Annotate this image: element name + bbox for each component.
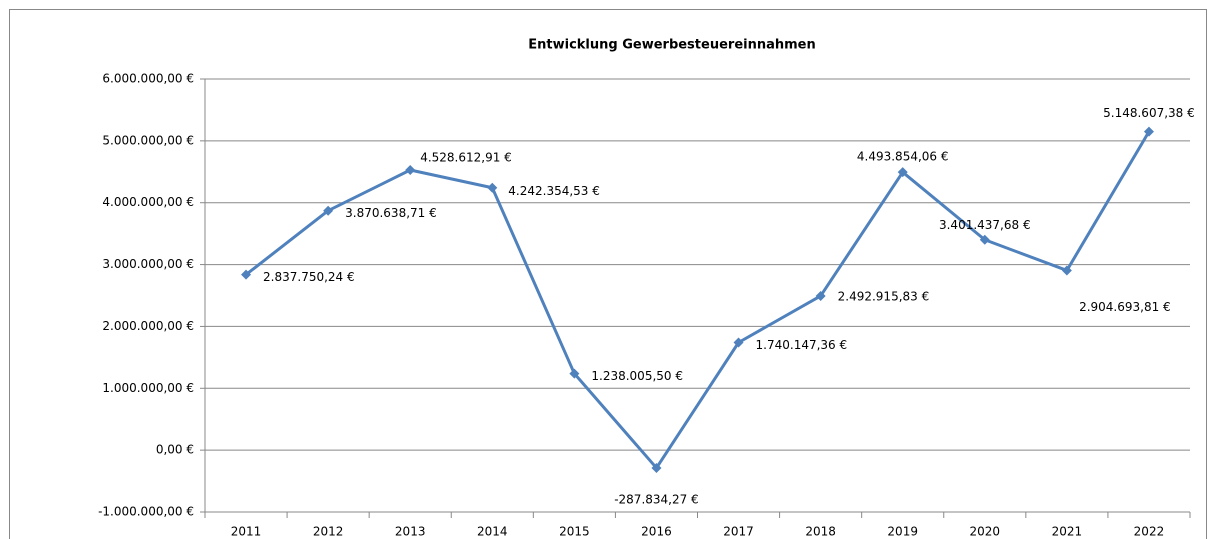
x-tick-label: 2016 — [641, 525, 672, 539]
data-label: 3.870.638,71 € — [345, 206, 437, 220]
marker — [1143, 126, 1154, 137]
marker — [487, 182, 498, 193]
marker — [1061, 265, 1072, 276]
marker — [979, 234, 990, 245]
y-tick-label: 2.000.000,00 € — [102, 319, 194, 333]
x-tick-label: 2020 — [970, 525, 1001, 539]
data-label: -287.834,27 € — [614, 492, 699, 506]
data-label: 2.904.693,81 € — [1079, 300, 1171, 314]
x-tick-label: 2018 — [805, 525, 836, 539]
data-label: 4.493.854,06 € — [857, 150, 949, 164]
x-tick-label: 2014 — [477, 525, 508, 539]
data-label: 2.837.750,24 € — [263, 270, 355, 284]
data-label: 2.492.915,83 € — [838, 289, 930, 303]
data-label: 5.148.607,38 € — [1103, 106, 1195, 120]
chart-title: Entwicklung Gewerbesteuereinnahmen — [528, 38, 816, 53]
marker — [651, 462, 662, 473]
marker — [733, 337, 744, 348]
y-tick-label: 4.000.000,00 € — [102, 195, 194, 209]
data-label: 1.740.147,36 € — [756, 338, 848, 352]
x-tick-label: 2012 — [313, 525, 344, 539]
data-label: 4.242.354,53 € — [508, 184, 600, 198]
marker — [569, 368, 580, 379]
x-tick-label: 2019 — [887, 525, 918, 539]
x-tick-label: 2015 — [559, 525, 590, 539]
marker — [241, 269, 252, 280]
y-tick-label: 6.000.000,00 € — [102, 72, 194, 86]
x-tick-label: 2017 — [723, 525, 754, 539]
x-tick-label: 2011 — [231, 525, 262, 539]
line — [245, 130, 1151, 470]
data-label: 4.528.612,91 € — [420, 151, 512, 165]
marker — [405, 165, 416, 176]
data-label: 1.238.005,50 € — [591, 369, 683, 383]
x-tick-label: 2021 — [1052, 525, 1083, 539]
y-tick-label: 5.000.000,00 € — [102, 133, 194, 147]
marker — [897, 167, 908, 178]
data-label: 3.401.437,68 € — [939, 218, 1031, 232]
x-tick-label: 2013 — [395, 525, 426, 539]
marker — [815, 290, 826, 301]
marker — [323, 205, 334, 216]
chart-frame — [9, 9, 1207, 539]
y-tick-label: -1.000.000,00 € — [98, 505, 194, 519]
y-tick-label: 0,00 € — [156, 443, 194, 457]
x-tick-label: 2022 — [1134, 525, 1165, 539]
y-tick-label: 1.000.000,00 € — [102, 381, 194, 395]
y-tick-label: 3.000.000,00 € — [102, 257, 194, 271]
